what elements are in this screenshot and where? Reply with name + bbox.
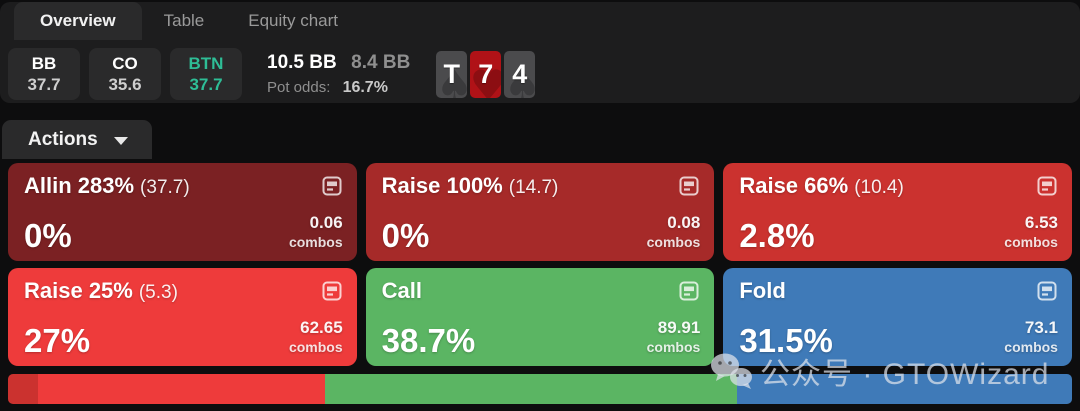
action-size-bb: (10.4) xyxy=(854,177,904,198)
combos-count: 62.65 xyxy=(300,318,343,338)
range-note-icon[interactable] xyxy=(321,280,343,302)
range-note-icon[interactable] xyxy=(1036,175,1058,197)
combos-label: combos xyxy=(646,233,701,250)
action-card-fold[interactable]: Fold 31.5% 73.1 combos xyxy=(723,268,1072,366)
bet-size: 8.4 BB xyxy=(351,51,411,73)
tab-table[interactable]: Table xyxy=(163,11,205,30)
player-position: BB xyxy=(31,53,57,73)
action-name: Allin 283% xyxy=(24,173,135,198)
combos-count: 6.53 xyxy=(1024,213,1058,233)
action-frequency: 0% xyxy=(24,217,72,254)
combos-count: 89.91 xyxy=(657,318,701,338)
strategy-segment xyxy=(736,374,1072,404)
card-rank: 4 xyxy=(512,58,528,89)
spade-icon: ♠ xyxy=(436,60,468,98)
pot-odds-value: 16.7% xyxy=(342,79,388,97)
action-frequency: 38.7% xyxy=(381,322,476,359)
board-card-1[interactable]: T ♠ xyxy=(436,50,468,98)
player-chip-bb[interactable]: BB 37.7 xyxy=(8,48,80,100)
combos-count: 0.08 xyxy=(667,213,701,233)
pot-info: 10.5 BB 8.4 BB Pot odds: 16.7% xyxy=(267,49,410,100)
actions-dropdown[interactable]: Actions xyxy=(2,120,152,159)
action-card-allin[interactable]: Allin 283% (37.7) 0% 0.06 combos xyxy=(8,163,357,261)
combos-label: combos xyxy=(288,338,343,355)
combos-count: 0.06 xyxy=(309,213,343,233)
strategy-segment xyxy=(325,374,737,404)
board-card-3[interactable]: 4 ♠ xyxy=(504,50,536,98)
strategy-segment xyxy=(8,374,38,404)
tab-bar: Overview Table Equity chart xyxy=(0,2,1080,42)
player-stack: 37.7 xyxy=(189,75,223,94)
combos-label: combos xyxy=(646,338,701,355)
action-size-bb: (37.7) xyxy=(140,177,190,198)
action-size-bb: (14.7) xyxy=(508,177,559,198)
action-frequency: 31.5% xyxy=(739,322,833,359)
header-panel: Overview Table Equity chart BB 37.7 CO 3… xyxy=(0,2,1080,103)
action-name: Fold xyxy=(739,278,786,303)
action-card-raise66[interactable]: Raise 66% (10.4) 2.8% 6.53 combos xyxy=(723,163,1072,261)
action-name: Raise 25% xyxy=(24,278,133,303)
action-card-raise25[interactable]: Raise 25% (5.3) 27% 62.65 combos xyxy=(8,268,357,366)
chevron-down-icon xyxy=(113,136,128,145)
action-frequency: 2.8% xyxy=(739,217,815,254)
combos-label: combos xyxy=(288,233,343,250)
combos-label: combos xyxy=(1004,338,1058,355)
range-note-icon[interactable] xyxy=(321,175,343,197)
tab-equity-chart[interactable]: Equity chart xyxy=(248,11,339,30)
action-card-raise100[interactable]: Raise 100% (14.7) 0% 0.08 combos xyxy=(365,163,715,261)
player-chip-co[interactable]: CO 35.6 xyxy=(89,48,161,100)
heart-icon: ♥ xyxy=(470,60,502,98)
actions-dropdown-label: Actions xyxy=(28,128,98,150)
pot-odds-label: Pot odds: xyxy=(267,79,331,97)
combos-label: combos xyxy=(1004,233,1058,250)
action-size-bb: (5.3) xyxy=(138,282,178,303)
action-name: Call xyxy=(381,278,423,303)
combos-count: 73.1 xyxy=(1024,318,1058,338)
range-note-icon[interactable] xyxy=(1036,280,1058,302)
player-position: BTN xyxy=(188,53,224,73)
player-stack: 35.6 xyxy=(108,75,142,94)
card-rank: 7 xyxy=(478,58,494,89)
board-card-2[interactable]: 7 ♥ xyxy=(470,50,502,98)
action-frequency: 27% xyxy=(24,322,91,359)
action-card-call[interactable]: Call 38.7% 89.91 combos xyxy=(365,268,715,366)
pot-size: 10.5 BB xyxy=(267,51,337,73)
board-cards[interactable]: T ♠ 7 ♥ 4 ♠ xyxy=(436,50,536,98)
player-stack: 37.7 xyxy=(27,75,61,94)
range-note-icon[interactable] xyxy=(678,280,700,302)
game-info-row: BB 37.7 CO 35.6 BTN 37.7 10.5 BB 8.4 BB … xyxy=(0,42,1080,104)
tab-overview[interactable]: Overview xyxy=(14,2,142,40)
player-chip-btn[interactable]: BTN 37.7 xyxy=(170,48,242,100)
action-grid: Allin 283% (37.7) 0% 0.06 combos Raise 100… xyxy=(8,163,1072,366)
action-name: Raise 66% xyxy=(739,173,849,198)
strategy-frequency-bar xyxy=(8,374,1072,404)
action-frequency: 0% xyxy=(381,217,430,254)
spade-icon: ♠ xyxy=(504,60,536,98)
strategy-segment xyxy=(37,374,326,404)
action-name: Raise 100% xyxy=(381,173,503,198)
player-position: CO xyxy=(112,53,138,73)
range-note-icon[interactable] xyxy=(678,175,700,197)
card-rank: T xyxy=(443,58,461,89)
